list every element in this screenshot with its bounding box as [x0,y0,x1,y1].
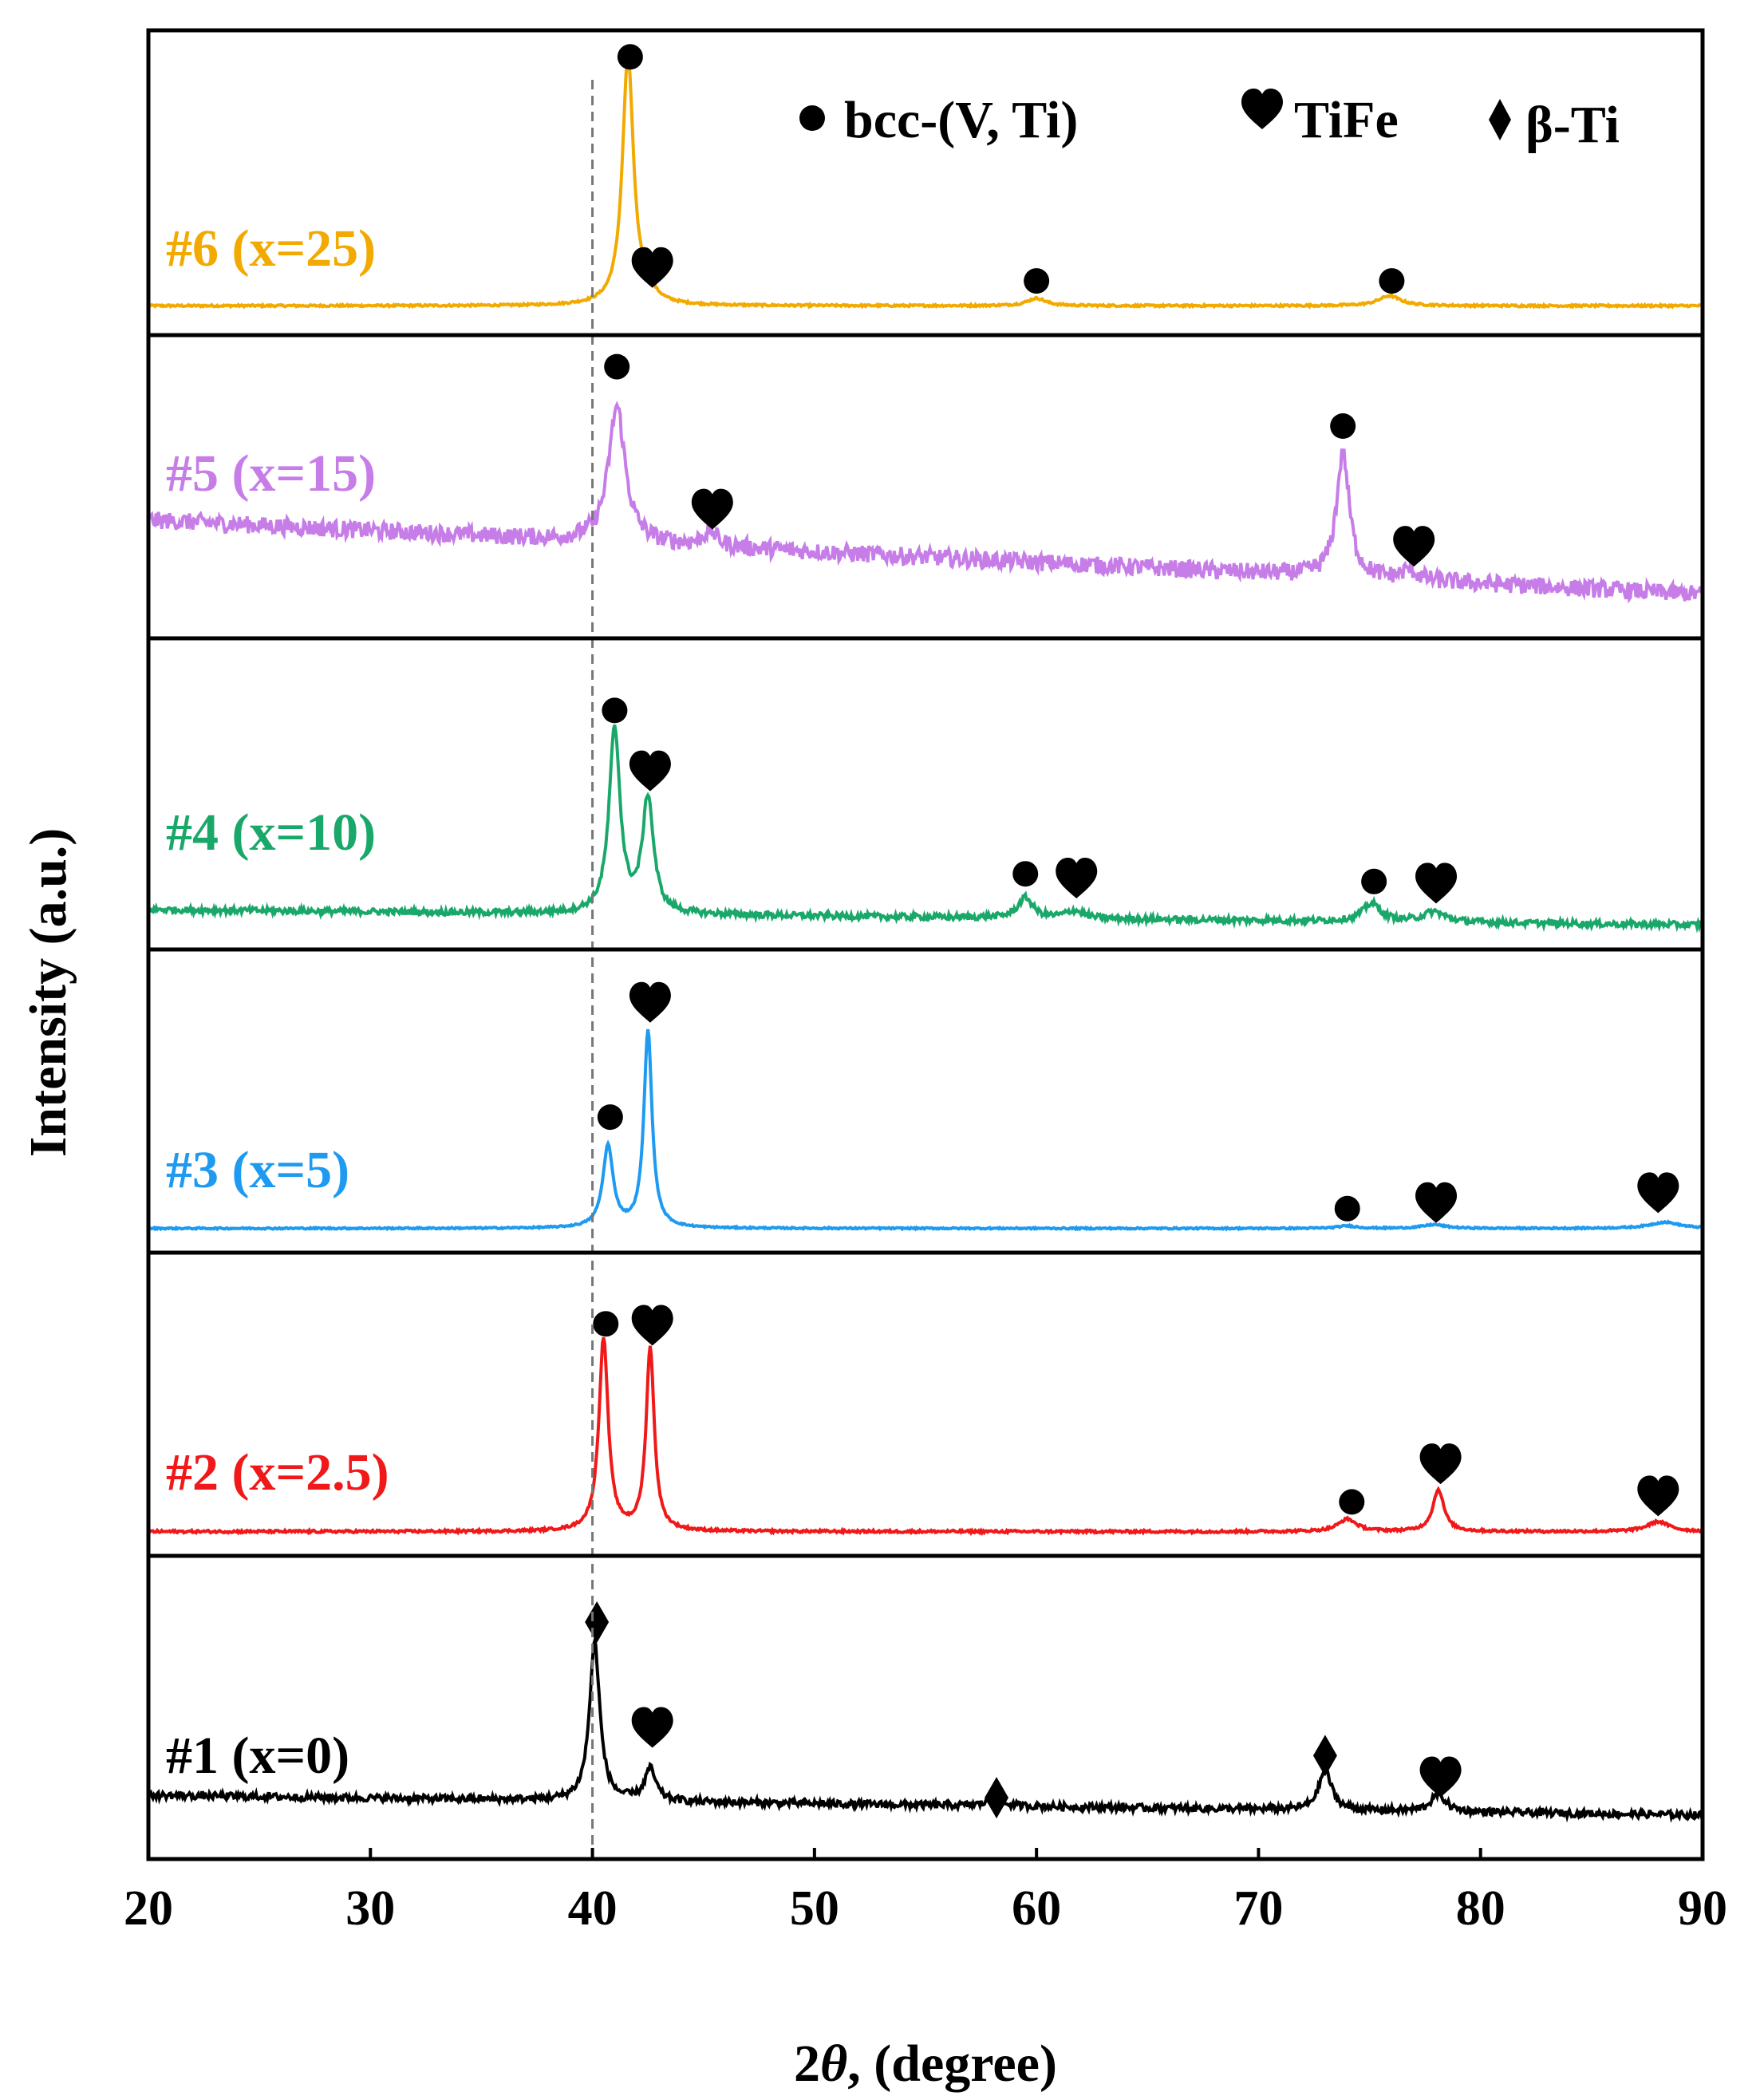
x-axis-title: 2θ, (degree) [794,2035,1057,2093]
peak-marker-heart-4-5 [1637,1172,1679,1214]
x-tick-label-50: 50 [790,1881,839,1936]
panel-4: #3 (x=5) [147,981,1703,1232]
x-tick-label-60: 60 [1012,1881,1061,1936]
peak-marker-heart-3-2 [629,750,671,791]
peak-marker-heart-6-2 [631,1707,673,1748]
peak-marker-heart-5-5 [1637,1475,1679,1517]
peak-marker-heart-5-4 [1419,1443,1462,1485]
series-line-5 [147,1336,1704,1537]
peak-marker-circle-3-3 [1012,861,1039,887]
peak-marker-diamond-6-3 [985,1777,1009,1819]
series-label-4: #3 (x=5) [166,1141,349,1199]
panel-frame-6 [146,1553,1705,1861]
peak-marker-heart-6-5 [1419,1756,1462,1798]
x-tick-label-90: 90 [1678,1881,1727,1936]
series-label-5: #2 (x=2.5) [166,1443,389,1502]
legend-diamond-icon [1489,99,1511,140]
peak-marker-circle-4-3 [1334,1195,1360,1222]
peak-marker-circle-5-3 [1339,1489,1365,1515]
peak-marker-circle-1-4 [1379,268,1405,294]
x-tick-label-70: 70 [1233,1881,1283,1936]
legend-label-tife: TiFe [1294,91,1399,149]
legend: bcc-(V, Ti) TiFe β-Ti [799,89,1620,154]
peak-marker-circle-2-3 [1330,413,1356,439]
panel-1: #6 (x=25) [147,44,1703,310]
peak-marker-heart-5-2 [631,1305,673,1346]
legend-heart-icon [1241,89,1283,129]
peak-marker-heart-3-4 [1056,858,1098,898]
x-tick-label-80: 80 [1456,1881,1506,1936]
legend-label-bcc: bcc-(V, Ti) [844,91,1078,149]
peak-marker-heart-2-4 [1393,526,1435,567]
peak-marker-circle-4-1 [597,1104,623,1131]
x-tick-label-30: 30 [345,1881,395,1936]
series-label-3: #4 (x=10) [166,803,376,862]
x-axis-ticks: 20 30 40 50 60 70 80 90 [124,1848,1727,1936]
peak-marker-heart-1-2 [631,247,673,288]
peak-marker-circle-3-5 [1361,868,1387,894]
peak-marker-circle-2-1 [604,353,630,380]
panel-6: #1 (x=0) [147,1601,1704,1823]
panels-layer: #6 (x=25) #5 (x=15) #4 (x=10) #3 (x=5) #2 (x… [147,44,1704,1823]
legend-circle-icon [799,105,825,131]
peak-marker-heart-3-6 [1415,862,1458,904]
series-line-6 [147,1635,1704,1823]
peak-marker-circle-1-3 [1024,268,1050,294]
peak-marker-circle-1-1 [617,44,643,70]
peak-marker-diamond-6-1 [585,1601,610,1643]
panel-2: #5 (x=15) [147,353,1704,604]
x-tick-label-40: 40 [568,1881,618,1936]
peak-marker-heart-4-4 [1415,1182,1458,1223]
legend-label-beta-ti: β-Ti [1525,96,1620,154]
panel-3: #4 (x=10) [148,697,1704,934]
y-axis-title: Intensity (a.u.) [19,828,77,1158]
series-line-4 [147,1028,1703,1232]
panel-5: #2 (x=2.5) [147,1305,1704,1537]
series-line-3 [148,724,1704,934]
series-label-2: #5 (x=15) [166,444,376,503]
peak-marker-heart-2-2 [691,488,733,530]
series-line-2 [147,401,1704,604]
panel-borders-layer [146,28,1705,1861]
peak-marker-diamond-6-4 [1312,1735,1337,1777]
peak-marker-heart-4-2 [629,981,671,1023]
series-line-1 [147,53,1703,310]
peak-marker-circle-3-1 [602,697,628,724]
x-tick-label-20: 20 [124,1881,173,1936]
series-label-1: #6 (x=25) [166,219,376,278]
series-label-6: #1 (x=0) [166,1727,349,1785]
peak-marker-circle-5-1 [593,1311,619,1337]
